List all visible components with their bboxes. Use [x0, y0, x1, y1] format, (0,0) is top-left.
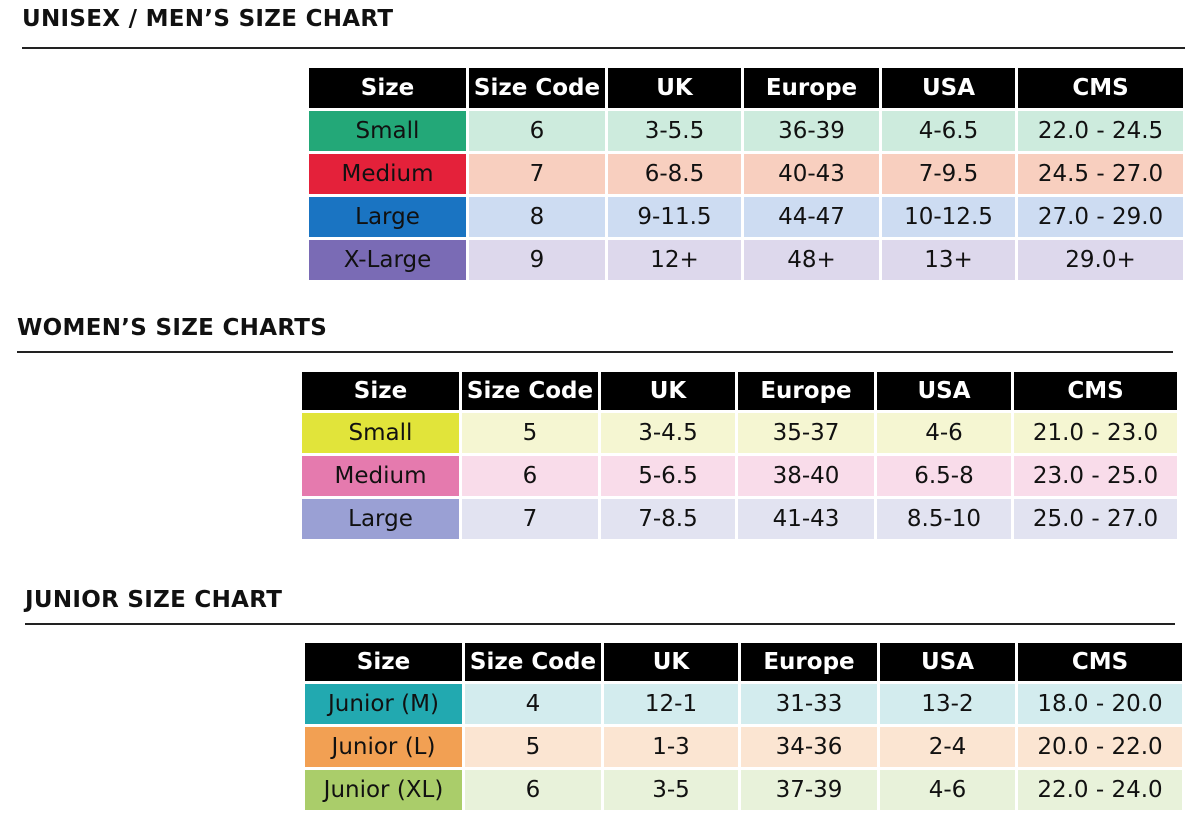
size-label-cell: Medium	[302, 456, 459, 496]
cell-uk: 12+	[608, 240, 741, 280]
size-label-cell: Large	[309, 197, 466, 237]
cell-usa: 7-9.5	[882, 154, 1015, 194]
size-label-cell: Large	[302, 499, 459, 539]
cell-size-code: 6	[465, 770, 601, 810]
header-uk: UK	[601, 372, 735, 410]
cell-size-code: 6	[462, 456, 598, 496]
header-cms: CMS	[1014, 372, 1177, 410]
cell-cms: 22.0 - 24.0	[1018, 770, 1182, 810]
header-europe: Europe	[741, 643, 877, 681]
cell-size-code: 6	[469, 111, 605, 151]
section-divider	[25, 623, 1175, 625]
header-usa: USA	[877, 372, 1011, 410]
size-table-unisex: Size Size Code UK Europe USA CMS Small 6 3-5.5 36…	[309, 68, 1183, 280]
cell-size-code: 8	[469, 197, 605, 237]
cell-europe: 31-33	[741, 684, 877, 724]
size-label-cell: X-Large	[309, 240, 466, 280]
cell-cms: 20.0 - 22.0	[1018, 727, 1182, 767]
cell-europe: 40-43	[744, 154, 879, 194]
cell-usa: 4-6	[880, 770, 1015, 810]
header-usa: USA	[882, 68, 1015, 108]
size-label-cell: Junior (XL)	[305, 770, 462, 810]
section-title-junior: JUNIOR SIZE CHART	[25, 587, 283, 613]
cell-uk: 9-11.5	[608, 197, 741, 237]
cell-size-code: 7	[469, 154, 605, 194]
header-europe: Europe	[738, 372, 874, 410]
header-size: Size	[309, 68, 466, 108]
cell-europe: 36-39	[744, 111, 879, 151]
header-size-code: Size Code	[469, 68, 605, 108]
header-uk: UK	[608, 68, 741, 108]
cell-usa: 6.5-8	[877, 456, 1011, 496]
size-table-junior: Size Size Code UK Europe USA CMS Junior (M) 4 12…	[305, 643, 1182, 810]
size-label-cell: Junior (M)	[305, 684, 462, 724]
cell-size-code: 5	[462, 413, 598, 453]
cell-uk: 7-8.5	[601, 499, 735, 539]
cell-europe: 48+	[744, 240, 879, 280]
header-usa: USA	[880, 643, 1015, 681]
cell-uk: 1-3	[604, 727, 738, 767]
cell-size-code: 9	[469, 240, 605, 280]
header-cms: CMS	[1018, 68, 1183, 108]
cell-cms: 23.0 - 25.0	[1014, 456, 1177, 496]
cell-usa: 2-4	[880, 727, 1015, 767]
cell-size-code: 4	[465, 684, 601, 724]
cell-europe: 44-47	[744, 197, 879, 237]
cell-cms: 18.0 - 20.0	[1018, 684, 1182, 724]
cell-uk: 12-1	[604, 684, 738, 724]
cell-europe: 41-43	[738, 499, 874, 539]
cell-usa: 4-6.5	[882, 111, 1015, 151]
cell-cms: 22.0 - 24.5	[1018, 111, 1183, 151]
cell-uk: 6-8.5	[608, 154, 741, 194]
size-table-women: Size Size Code UK Europe USA CMS Small 5 3-4.5 35…	[302, 372, 1177, 539]
cell-usa: 13-2	[880, 684, 1015, 724]
cell-europe: 37-39	[741, 770, 877, 810]
cell-europe: 38-40	[738, 456, 874, 496]
cell-cms: 24.5 - 27.0	[1018, 154, 1183, 194]
cell-cms: 21.0 - 23.0	[1014, 413, 1177, 453]
cell-uk: 3-4.5	[601, 413, 735, 453]
header-size: Size	[305, 643, 462, 681]
section-title-women: WOMEN’S SIZE CHARTS	[17, 315, 328, 341]
size-label-cell: Medium	[309, 154, 466, 194]
header-europe: Europe	[744, 68, 879, 108]
cell-cms: 27.0 - 29.0	[1018, 197, 1183, 237]
cell-uk: 3-5.5	[608, 111, 741, 151]
section-divider	[22, 47, 1185, 49]
cell-usa: 4-6	[877, 413, 1011, 453]
header-size: Size	[302, 372, 459, 410]
cell-usa: 8.5-10	[877, 499, 1011, 539]
cell-size-code: 5	[465, 727, 601, 767]
cell-size-code: 7	[462, 499, 598, 539]
cell-europe: 34-36	[741, 727, 877, 767]
header-size-code: Size Code	[462, 372, 598, 410]
size-label-cell: Junior (L)	[305, 727, 462, 767]
cell-uk: 5-6.5	[601, 456, 735, 496]
size-label-cell: Small	[309, 111, 466, 151]
cell-cms: 25.0 - 27.0	[1014, 499, 1177, 539]
header-uk: UK	[604, 643, 738, 681]
size-label-cell: Small	[302, 413, 459, 453]
header-size-code: Size Code	[465, 643, 601, 681]
cell-cms: 29.0+	[1018, 240, 1183, 280]
cell-usa: 10-12.5	[882, 197, 1015, 237]
cell-uk: 3-5	[604, 770, 738, 810]
cell-europe: 35-37	[738, 413, 874, 453]
section-title-unisex: UNISEX / MEN’S SIZE CHART	[22, 6, 394, 32]
cell-usa: 13+	[882, 240, 1015, 280]
header-cms: CMS	[1018, 643, 1182, 681]
section-divider	[17, 351, 1173, 353]
